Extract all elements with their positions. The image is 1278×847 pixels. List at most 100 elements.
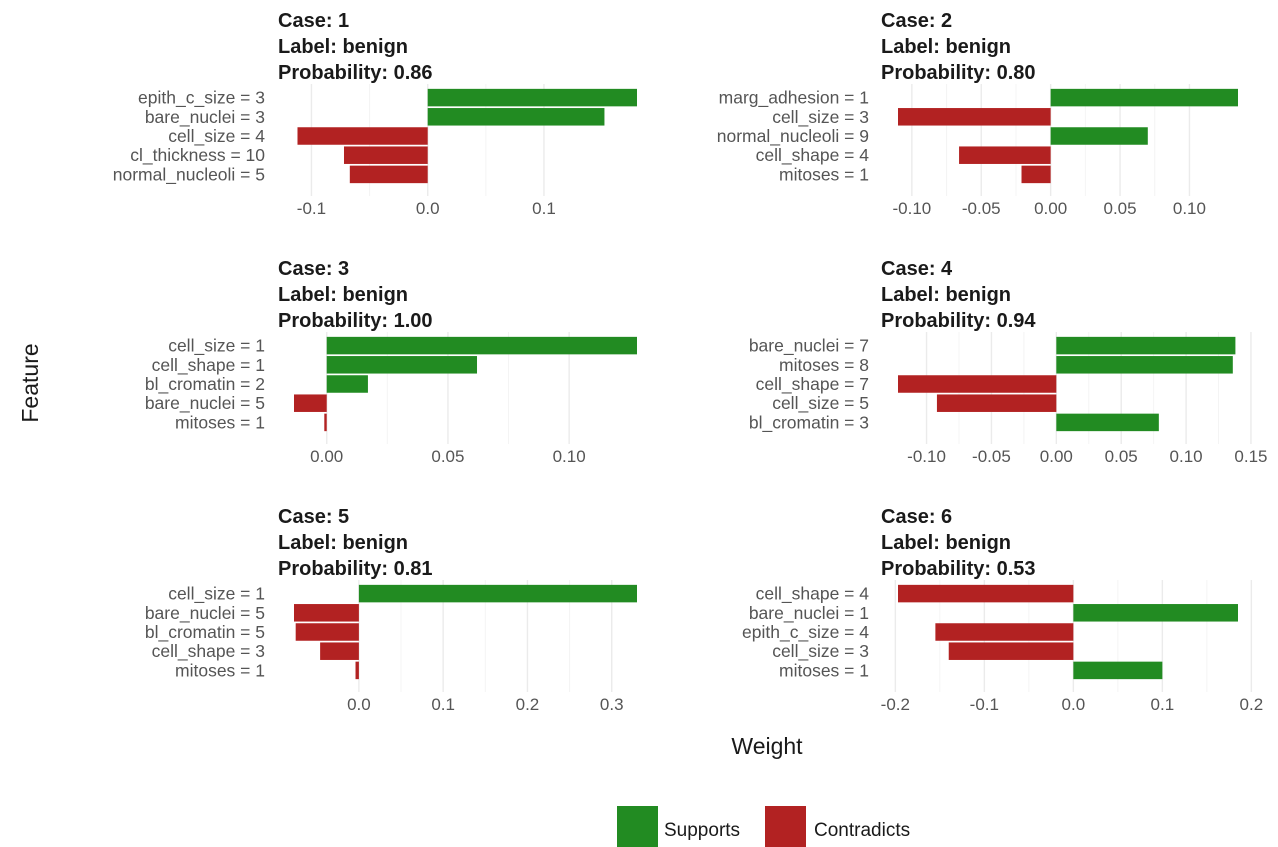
panels-layer: -0.1 0.0 0.1 epith_c_size = 3 bare_nuclei = … — [113, 10, 1268, 714]
feature-label: mitoses = 1 — [175, 412, 265, 432]
feature-label: cell_shape = 4 — [756, 145, 870, 166]
feature-label: bl_cromatin = 5 — [145, 622, 265, 643]
panel-title-case: Case: 2 — [881, 10, 952, 32]
feature-label: bare_nuclei = 1 — [749, 603, 869, 624]
supports-bar — [427, 108, 605, 126]
x-tick-label: 0.00 — [1034, 199, 1067, 218]
x-tick-label: 0.05 — [1105, 447, 1138, 466]
feature-label: bare_nuclei = 5 — [145, 603, 265, 624]
contradicts-bar — [294, 394, 327, 412]
x-tick-label: 0.0 — [416, 199, 440, 218]
contradicts-bar — [294, 604, 359, 622]
contradicts-bar — [898, 584, 1074, 603]
supports-bar — [326, 356, 478, 374]
feature-label: bl_cromatin = 3 — [749, 412, 869, 433]
x-tick-label: 0.15 — [1234, 447, 1267, 466]
feature-label: epith_c_size = 3 — [138, 88, 265, 109]
contradicts-bar — [295, 623, 359, 641]
panel-title-case: Case: 5 — [278, 506, 349, 528]
panel-title-label: Label: benign — [881, 532, 1011, 554]
panel-title-probability: Probability: 0.81 — [278, 558, 433, 580]
x-tick-label: -0.1 — [970, 695, 999, 714]
contradicts-bar — [935, 623, 1074, 641]
feature-label: cell_shape = 1 — [152, 355, 265, 376]
feature-label: cell_size = 1 — [168, 584, 265, 605]
panel-title-case: Case: 3 — [278, 258, 349, 280]
supports-bar — [1073, 604, 1238, 622]
contradicts-bar — [349, 165, 428, 184]
contradicts-bar — [297, 127, 428, 145]
feature-label: cell_size = 5 — [772, 393, 869, 414]
contradicts-bar — [1021, 165, 1051, 184]
x-tick-label: 0.2 — [516, 695, 540, 714]
x-tick-label: 0.1 — [431, 695, 455, 714]
panel-title-probability: Probability: 0.94 — [881, 310, 1036, 332]
supports-bar — [1056, 413, 1159, 432]
feature-label: mitoses = 1 — [779, 164, 869, 184]
legend: Supports Contradicts — [617, 806, 910, 847]
feature-label: epith_c_size = 4 — [742, 622, 869, 643]
contradicts-bar — [324, 413, 327, 432]
x-tick-label: 0.0 — [347, 695, 371, 714]
panel-title-case: Case: 4 — [881, 258, 953, 280]
y-axis-title: Feature — [17, 343, 43, 422]
supports-bar — [326, 336, 637, 355]
supports-bar — [1073, 661, 1163, 680]
feature-label: bl_cromatin = 2 — [145, 374, 265, 395]
x-tick-label: -0.05 — [972, 447, 1011, 466]
x-tick-label: 0.1 — [1151, 695, 1175, 714]
x-tick-label: 0.10 — [553, 447, 586, 466]
feature-label: normal_nucleoli = 5 — [113, 164, 265, 185]
x-tick-label: 0.0 — [1062, 695, 1086, 714]
x-tick-label: 0.10 — [1173, 199, 1206, 218]
x-axis-title: Weight — [731, 733, 803, 759]
contradicts-bar — [898, 375, 1057, 393]
panel-title-probability: Probability: 0.80 — [881, 62, 1036, 84]
contradicts-bar — [343, 146, 428, 164]
panel-title-label: Label: benign — [278, 284, 408, 306]
contradicts-bar — [959, 146, 1051, 164]
panel-title-probability: Probability: 0.53 — [881, 558, 1036, 580]
panel-title-label: Label: benign — [881, 36, 1011, 58]
feature-label: marg_adhesion = 1 — [719, 88, 869, 109]
panel-title-case: Case: 6 — [881, 506, 952, 528]
panel-title-case: Case: 1 — [278, 10, 349, 32]
feature-label: bare_nuclei = 5 — [145, 393, 265, 414]
supports-bar — [1056, 336, 1236, 355]
panel-case-6: -0.2 -0.1 0.0 0.1 0.2 cell_shape = 4bare_nucl… — [742, 506, 1263, 714]
feature-label: cell_size = 3 — [772, 641, 869, 662]
x-tick-label: 0.2 — [1240, 695, 1264, 714]
legend-swatch-contradicts — [765, 806, 806, 847]
panel-title-probability: Probability: 0.86 — [278, 62, 433, 84]
supports-bar — [427, 88, 637, 107]
x-tick-label: 0.00 — [310, 447, 343, 466]
x-tick-label: 0.10 — [1170, 447, 1203, 466]
feature-label: cell_shape = 7 — [756, 374, 869, 395]
contradicts-bar — [948, 642, 1074, 660]
panel-case-4: -0.10 -0.05 0.00 0.05 0.10 0.15 bare_nuclei = … — [749, 258, 1268, 466]
feature-label: cl_thickness = 10 — [130, 145, 265, 166]
x-tick-label: -0.2 — [881, 695, 910, 714]
x-tick-label: -0.10 — [893, 199, 932, 218]
feature-label: cell_shape = 4 — [756, 584, 870, 605]
x-tick-label: 0.3 — [600, 695, 624, 714]
legend-label-supports: Supports — [664, 820, 740, 841]
contradicts-bar — [936, 394, 1057, 412]
supports-bar — [1050, 88, 1238, 107]
contradicts-bar — [898, 108, 1051, 126]
feature-label: mitoses = 8 — [779, 355, 869, 375]
legend-label-contradicts: Contradicts — [814, 820, 910, 841]
supports-bar — [1050, 127, 1148, 145]
feature-label: cell_size = 1 — [168, 336, 265, 357]
x-tick-label: 0.00 — [1040, 447, 1073, 466]
legend-swatch-supports — [617, 806, 658, 847]
x-tick-label: 0.05 — [1103, 199, 1136, 218]
x-tick-label: -0.1 — [297, 199, 326, 218]
contradicts-bar — [355, 661, 359, 680]
feature-label: mitoses = 1 — [175, 660, 265, 680]
